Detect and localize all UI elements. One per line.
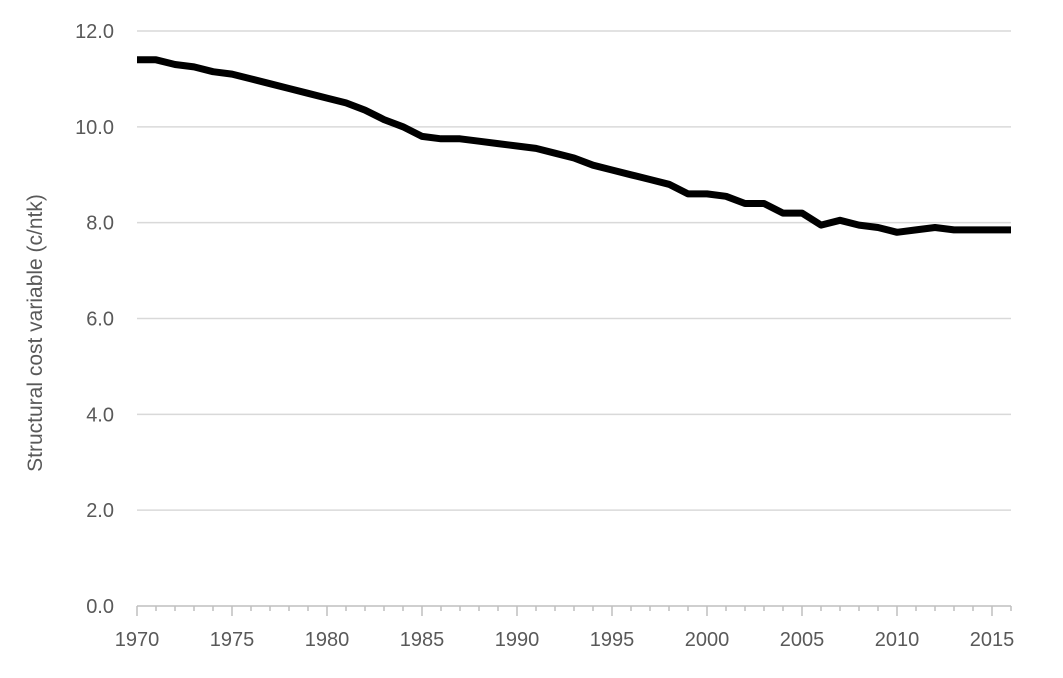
x-tick-label: 2000 [685,629,730,651]
x-tick-label: 2010 [875,629,920,651]
x-tick-label: 1990 [495,629,540,651]
y-tick-label: 6.0 [86,309,114,331]
x-tick-label: 1995 [590,629,635,651]
x-tick-label: 1970 [115,629,160,651]
y-tick-label: 0.0 [86,596,114,618]
y-tick-label: 10.0 [75,117,114,139]
series-layer [137,56,1011,236]
x-tick-label: 1985 [400,629,445,651]
y-tick-label: 8.0 [86,213,114,235]
x-tick-label: 2015 [970,629,1015,651]
y-tick-label: 4.0 [86,404,114,426]
x-axis-tick-labels: 1970 1975 1980 1985 1990 1995 2000 2005 2010 2015 [115,629,1015,651]
x-axis [136,605,1012,616]
series-line [137,56,1011,236]
y-tick-label: 12.0 [75,21,114,43]
x-tick-label: 2005 [780,629,825,651]
y-axis-title: Structural cost variable (c/ntk) [24,194,47,472]
gridlines [137,30,1011,511]
y-tick-label: 2.0 [86,500,114,522]
x-tick-label: 1975 [210,629,255,651]
x-tick-label: 1980 [305,629,350,651]
y-axis-tick-labels: 0.0 2.0 4.0 6.0 8.0 10.0 12.0 [75,21,114,618]
